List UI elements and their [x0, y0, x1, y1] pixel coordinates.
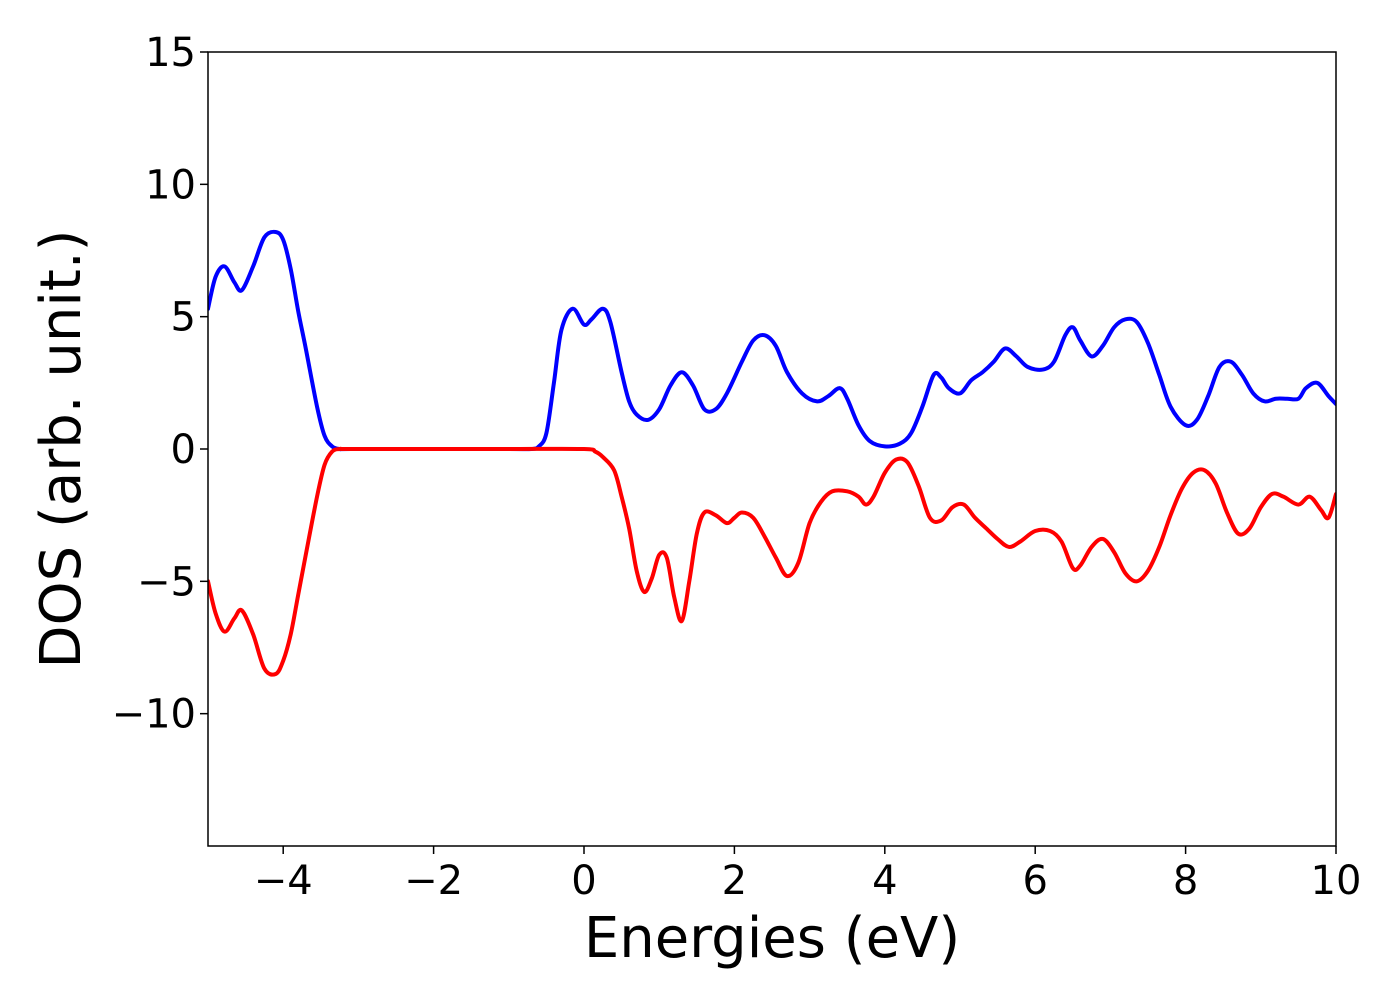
- tick-layer: −4 −2 0 2 4 6 8 10 −10 −5 0 5 10 15: [112, 30, 1362, 904]
- x-tick-label: 0: [571, 858, 596, 904]
- y-tick-label: −10: [112, 692, 196, 738]
- y-tick-label: 5: [171, 295, 196, 341]
- x-tick-label: −2: [404, 858, 463, 904]
- y-tick-label: 10: [145, 162, 196, 208]
- x-tick-label: 8: [1173, 858, 1198, 904]
- x-tick-label: 10: [1311, 858, 1362, 904]
- y-tick-label: −5: [137, 559, 196, 605]
- x-axis-title: Energies (eV): [584, 906, 960, 971]
- x-tick-label: −4: [254, 858, 313, 904]
- y-tick-label: 0: [171, 427, 196, 473]
- y-axis-title: DOS (arb. unit.): [29, 229, 94, 668]
- x-tick-label: 2: [722, 858, 747, 904]
- series-line-2: [208, 446, 1336, 677]
- x-tick-label: 4: [872, 858, 897, 904]
- y-tick-label: 15: [145, 30, 196, 76]
- series-layer: [208, 229, 1336, 677]
- x-tick-label: 6: [1022, 858, 1047, 904]
